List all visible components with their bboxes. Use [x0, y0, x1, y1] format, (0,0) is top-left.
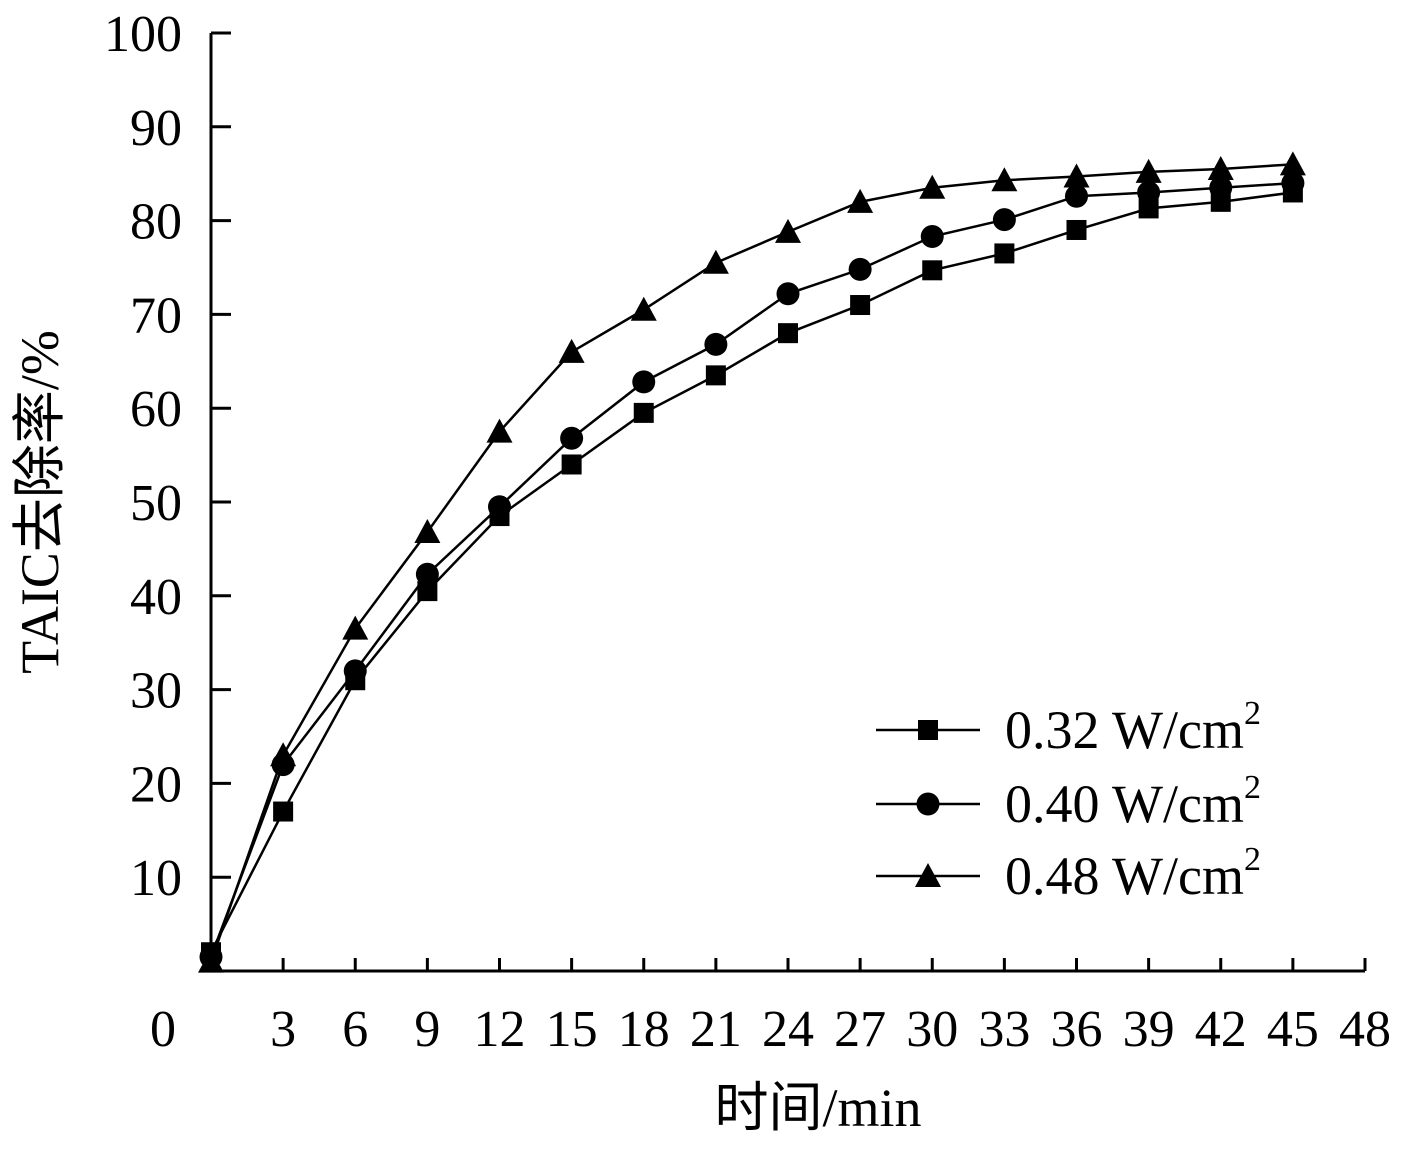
y-tick-label: 50 [130, 475, 182, 532]
x-tick-label: 15 [546, 1001, 598, 1058]
data-point-circle [488, 495, 511, 519]
legend-unit-superscript-2: 2 [1244, 841, 1261, 878]
data-point-square [417, 581, 438, 602]
data-point-triangle [630, 296, 657, 321]
data-point-triangle [486, 418, 513, 443]
data-point-circle [1137, 180, 1161, 204]
data-point-triangle [847, 188, 874, 213]
data-point-circle [776, 282, 800, 306]
x-tick-label: 39 [1123, 1001, 1175, 1058]
data-point-triangle [775, 218, 801, 243]
data-point-triangle [702, 249, 729, 274]
series-line-1 [209, 181, 1293, 958]
x-tick-label: 0 [150, 1001, 176, 1058]
y-tick-label: 100 [104, 6, 182, 63]
data-point-triangle [1207, 156, 1234, 181]
legend-unit-superscript-1: 2 [1244, 769, 1261, 806]
data-point-triangle [270, 742, 297, 767]
data-point-circle [415, 562, 439, 586]
data-point-square [778, 323, 798, 344]
legend-label-1: 0.40 W/cm2 [1005, 769, 1261, 834]
data-point-square [1138, 198, 1159, 219]
legend-series-name-2: 0.48 W/cm [1005, 846, 1244, 906]
x-axis-label: 时间/min [714, 1078, 921, 1138]
y-tick-label: 30 [130, 663, 182, 720]
y-tick-label: 70 [130, 287, 182, 344]
data-point-circle [343, 659, 367, 683]
x-tick-label: 21 [690, 1001, 742, 1058]
legend-unit-superscript-0: 2 [1244, 695, 1261, 732]
data-point-circle [1065, 184, 1088, 208]
data-point-triangle [1279, 151, 1306, 176]
data-point-triangle [991, 167, 1018, 192]
data-point-circle [560, 426, 584, 450]
data-point-circle [920, 225, 944, 249]
data-point-square [705, 365, 726, 386]
x-tick-label: 42 [1195, 1001, 1247, 1058]
legend-label-2: 0.48 W/cm2 [1005, 841, 1261, 906]
series-line-2 [209, 163, 1293, 963]
x-tick-label: 18 [618, 1001, 670, 1058]
legend-item-0: 0.32 W/cm2 [876, 695, 1261, 760]
x-tick-label: 9 [414, 1001, 440, 1058]
data-point-circle [632, 370, 656, 394]
x-tick-label: 12 [474, 1001, 526, 1058]
y-tick-label: 10 [130, 850, 182, 907]
x-tick-label: 48 [1339, 1001, 1391, 1058]
series-line-0 [209, 191, 1294, 953]
x-tick-label: 6 [342, 1001, 368, 1058]
legend-item-2: 0.48 W/cm2 [876, 841, 1261, 906]
series-2 [198, 151, 1306, 973]
legend-series-name-1: 0.40 W/cm [1005, 774, 1244, 834]
data-point-square [273, 801, 294, 822]
data-point-triangle [558, 338, 585, 363]
x-tick-label: 3 [270, 1001, 296, 1058]
legend-item-1: 0.40 W/cm2 [876, 769, 1261, 834]
data-point-circle [704, 332, 728, 356]
legend: 0.32 W/cm2 0.40 W/cm2 0.48 W/cm2 [876, 695, 1261, 906]
y-axis-ticks: 10 20 30 40 50 60 70 80 90 100 [104, 6, 231, 907]
data-point-circle [1281, 171, 1305, 195]
data-point-square [561, 454, 582, 475]
y-tick-label: 80 [130, 194, 182, 251]
y-tick-label: 60 [130, 381, 182, 438]
x-tick-label: 24 [762, 1001, 814, 1058]
legend-series-name-0: 0.32 W/cm [1005, 700, 1244, 760]
data-point-triangle [919, 174, 946, 199]
x-tick-label: 30 [906, 1001, 958, 1058]
y-tick-label: 90 [130, 100, 182, 157]
y-tick-label: 40 [130, 569, 182, 626]
y-tick-label: 20 [130, 756, 182, 813]
y-axis-label: TAIC去除率/% [10, 330, 70, 674]
data-point-circle [992, 208, 1016, 232]
legend-circle-marker [916, 792, 940, 816]
data-point-triangle [198, 948, 224, 973]
legend-square-marker [918, 720, 938, 740]
data-point-square [922, 260, 943, 281]
data-point-circle [848, 257, 872, 281]
series-1 [199, 171, 1305, 969]
data-point-square [994, 243, 1015, 264]
data-point-triangle [1135, 158, 1162, 183]
series-layer [198, 151, 1306, 973]
x-axis-ticks: 0 3 6 9 12 15 18 21 24 27 30 33 36 39 42 45 48 [150, 958, 1391, 1058]
data-point-square [633, 402, 654, 423]
data-point-triangle [342, 615, 369, 640]
data-point-circle [1209, 176, 1233, 200]
data-point-triangle [414, 519, 441, 544]
legend-label-0: 0.32 W/cm2 [1005, 695, 1261, 760]
x-tick-label: 33 [978, 1001, 1030, 1058]
x-tick-label: 27 [834, 1001, 886, 1058]
data-point-triangle [1063, 163, 1090, 188]
legend-triangle-marker [915, 863, 941, 887]
data-point-square [1066, 219, 1087, 240]
x-tick-label: 36 [1051, 1001, 1103, 1058]
x-tick-label: 45 [1267, 1001, 1319, 1058]
data-point-square [850, 295, 871, 316]
